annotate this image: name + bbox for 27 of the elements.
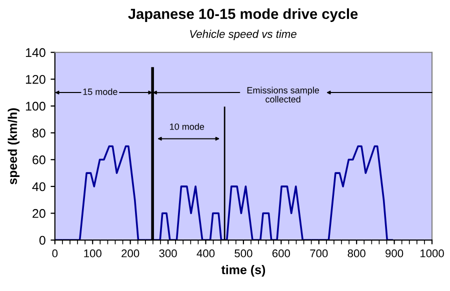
y-tick-label: 80 (32, 128, 46, 138)
line-series (54, 145, 393, 240)
x-tick-label: 700 (310, 249, 328, 258)
annotation: 15 mode (83, 88, 118, 95)
x-tick-label: 400 (196, 249, 215, 258)
x-tick-label: 900 (386, 249, 404, 258)
x-axis-title: time (s) (221, 265, 266, 277)
y-tick-label: 60 (32, 155, 46, 164)
y-tick-label: 20 (32, 209, 46, 218)
y-tick-label: 40 (32, 182, 46, 192)
x-tick-label: 500 (234, 249, 252, 258)
y-tick-label: 100 (26, 102, 46, 111)
x-tick-label: 0 (52, 249, 58, 258)
x-tick-label: 1000 (420, 249, 444, 258)
x-tick-label: 800 (348, 249, 366, 258)
x-tick-label: 600 (272, 249, 290, 258)
x-tick-label: 200 (122, 249, 140, 258)
y-tick-label: 0 (39, 236, 46, 245)
y-axis-title: speed (km/h) (8, 108, 20, 184)
annotation: 10 mode (170, 123, 204, 130)
x-tick-label: 100 (84, 249, 102, 258)
chart-title: Japanese 10-15 mode drive cycle (128, 8, 358, 22)
y-tick-label: 120 (26, 74, 46, 84)
x-tick-label: 300 (159, 249, 177, 258)
chart-subtitle: Vehicle speed vs time (190, 30, 296, 40)
annotation: Emissions sample collected (247, 86, 320, 103)
y-tick-label: 140 (26, 48, 46, 58)
